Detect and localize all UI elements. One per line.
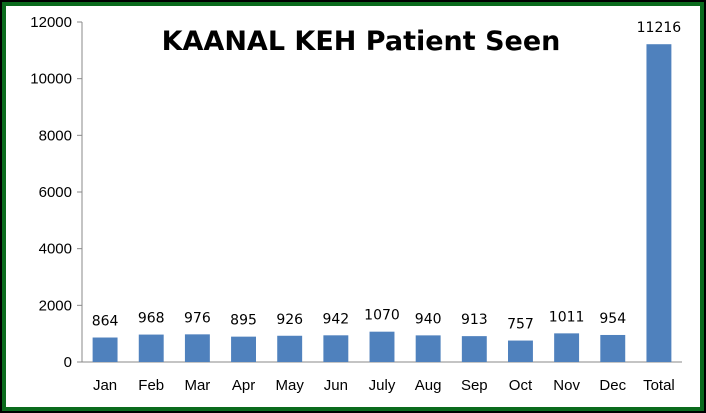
bar-apr (231, 336, 256, 362)
y-tick-label: 10000 (30, 71, 72, 88)
x-tick-label-mar: Mar (184, 377, 210, 394)
y-tick-label: 12000 (30, 14, 72, 31)
bar-nov (554, 333, 580, 362)
data-label-oct: 757 (507, 317, 534, 333)
data-label-jan: 864 (92, 314, 119, 330)
bar-july (369, 331, 395, 362)
bar-oct (508, 340, 533, 362)
bar-dec (600, 334, 626, 362)
x-tick-label-total: Total (643, 377, 675, 394)
y-tick-label: 4000 (39, 241, 72, 258)
bar-aug (415, 335, 441, 362)
bar-mar (184, 334, 210, 362)
y-axis: 0 2000 4000 6000 8000 10000 12000 (30, 14, 82, 371)
x-tick-label-may: May (276, 377, 305, 394)
x-tick-label-feb: Feb (138, 377, 164, 394)
x-tick-label-apr: Apr (232, 377, 255, 394)
bar-jun (323, 335, 349, 362)
data-label-may: 926 (276, 312, 303, 328)
data-label-july: 1070 (364, 308, 400, 324)
y-tick-label: 6000 (39, 184, 72, 201)
data-label-sep: 913 (461, 312, 488, 328)
bar-feb (138, 334, 164, 362)
x-tick-label-july: July (369, 377, 396, 394)
bar-chart: KAANAL KEH Patient Seen 0 2000 4000 6000 800… (30, 14, 682, 394)
bar-total (646, 44, 672, 363)
x-tick-label-nov: Nov (553, 377, 580, 394)
bar-sep (461, 336, 487, 362)
x-tick-label-dec: Dec (599, 377, 626, 394)
chart-title: KAANAL KEH Patient Seen (162, 26, 561, 57)
x-tick-label-aug: Aug (415, 377, 442, 394)
y-tick-label: 2000 (39, 297, 72, 314)
y-tick-label: 8000 (39, 127, 72, 144)
y-tick-label: 0 (64, 354, 72, 371)
data-label-mar: 976 (184, 310, 211, 326)
bar-series (92, 44, 672, 363)
data-label-total: 11216 (637, 20, 682, 36)
x-tick-label-jun: Jun (324, 377, 348, 394)
data-label-feb: 968 (138, 311, 165, 327)
x-axis: Jan Feb Mar Apr May Jun July Aug Sep Oct Nov Dec Tot… (93, 377, 675, 394)
data-label-aug: 940 (415, 311, 442, 327)
x-tick-label-sep: Sep (461, 377, 488, 394)
data-label-nov: 1011 (549, 309, 585, 325)
x-tick-label-jan: Jan (93, 377, 117, 394)
data-label-jun: 942 (322, 311, 349, 327)
bar-jan (92, 337, 118, 362)
data-labels: 864 968 976 895 926 942 1070 940 913 757 1011 954 11… (92, 20, 682, 332)
data-label-dec: 954 (599, 311, 626, 327)
bar-may (277, 335, 303, 362)
data-label-apr: 895 (230, 313, 257, 329)
x-tick-label-oct: Oct (509, 377, 533, 394)
